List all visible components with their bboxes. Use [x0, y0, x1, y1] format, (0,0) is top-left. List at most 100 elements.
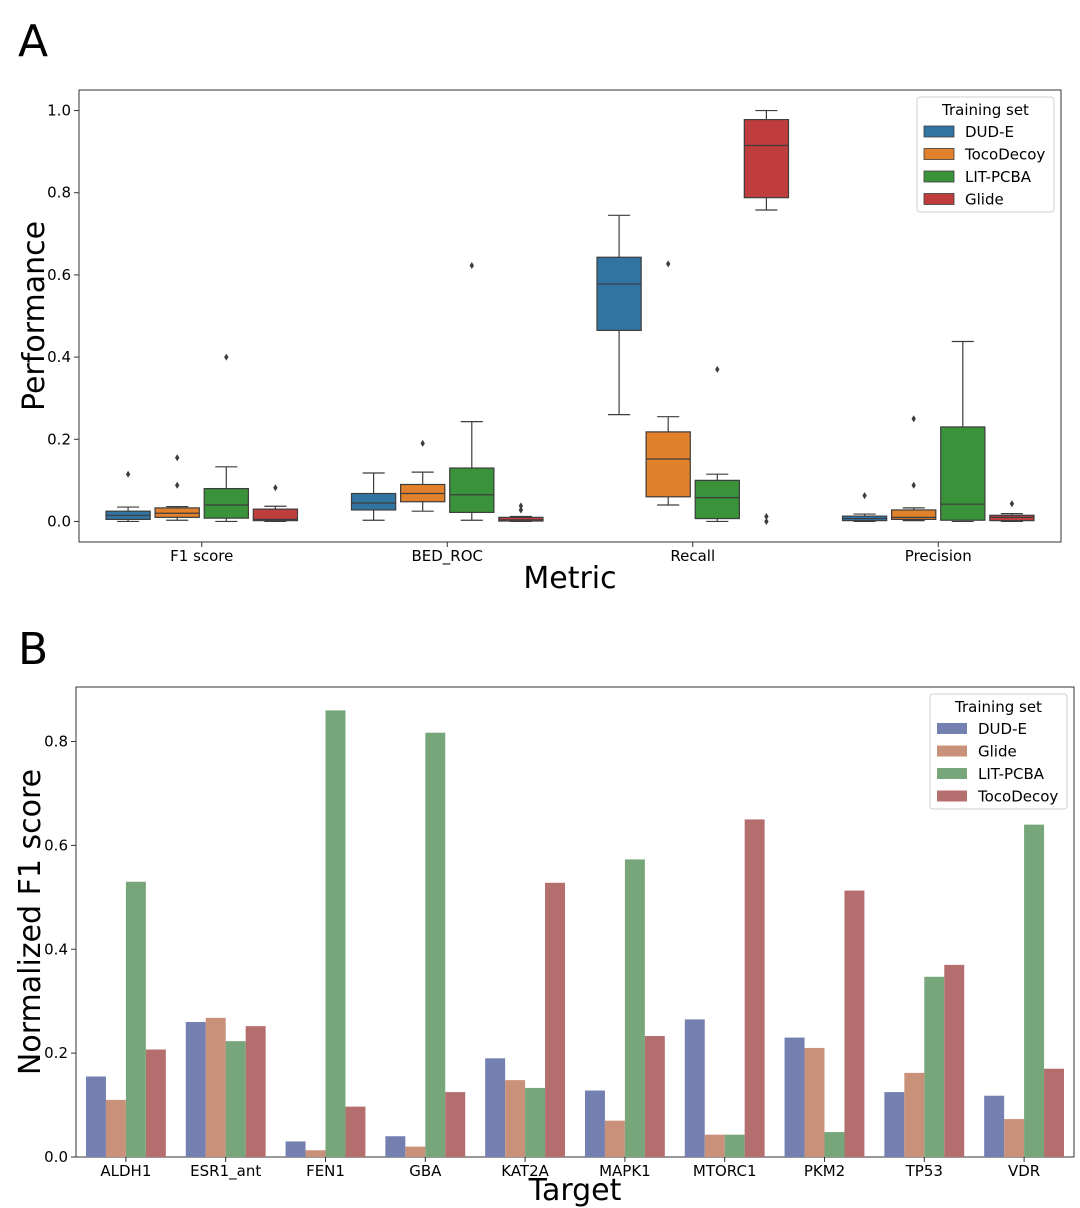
- box-lit-pcba-bed-roc: [449, 261, 495, 521]
- panel-b-x-tick-label: VDR: [1008, 1162, 1040, 1180]
- box-outlier: [862, 492, 867, 500]
- panel-b-x-tick-label: MTORC1: [693, 1162, 757, 1180]
- bar-glide-esr1-ant: [205, 1017, 226, 1157]
- bar-tocodecoy-aldh1: [145, 1049, 166, 1157]
- panel-a-y-tick-label: 0.6: [47, 266, 71, 284]
- panel-b-frame: [75, 686, 1075, 1158]
- panel-a-x-axis-label: Metric: [523, 561, 616, 596]
- bar-glide-gba: [405, 1146, 426, 1157]
- box-iqr: [498, 516, 544, 522]
- bar-tocodecoy-mtorc1: [744, 819, 765, 1157]
- box-lit-pcba-precision: [940, 340, 986, 523]
- bar-lit-pcba-aldh1: [125, 881, 146, 1157]
- legend-title: Training set: [941, 101, 1029, 119]
- panel-b-x-axis-label: Target: [528, 1173, 622, 1208]
- box-outlier: [1009, 500, 1015, 508]
- bar-glide-mtorc1: [704, 1134, 725, 1157]
- legend-swatch: [937, 723, 967, 734]
- box-glide-f1-score: [252, 484, 299, 523]
- box-iqr: [203, 487, 249, 519]
- bar-tocodecoy-mapk1: [644, 1035, 665, 1157]
- panel-a-y-tick-label: 0.0: [47, 512, 71, 530]
- bar-glide-aldh1: [105, 1099, 126, 1157]
- bar-lit-pcba-pkm2: [824, 1132, 845, 1157]
- panel-b-x-tick-label: GBA: [409, 1162, 442, 1180]
- box-iqr: [940, 426, 986, 521]
- panel-a-x-tick-label: BED_ROC: [411, 547, 483, 566]
- bar-glide-pkm2: [804, 1047, 825, 1157]
- panel-b-legend: Training set DUD-E Glide LIT-PCBA TocoDecoy: [929, 693, 1068, 810]
- box-iqr: [743, 118, 790, 199]
- panel-b-x-tick-label: MAPK1: [599, 1162, 651, 1180]
- legend-entry: Glide: [978, 743, 1017, 761]
- legend-entry: DUD-E: [965, 123, 1014, 141]
- bar-lit-pcba-vdr: [1024, 824, 1045, 1157]
- box-outlier: [764, 513, 769, 521]
- bar-glide-fen1: [305, 1150, 326, 1157]
- panel-a-legend: Training set DUD-E TocoDecoy LIT-PCBA Glide: [916, 96, 1055, 213]
- panel-a-frame: [78, 89, 1062, 543]
- bar-tocodecoy-esr1-ant: [245, 1026, 266, 1157]
- box-outlier: [273, 484, 278, 492]
- bar-dud-e-esr1-ant: [185, 1021, 206, 1157]
- box-iqr: [645, 431, 691, 498]
- legend-frame: [929, 693, 1068, 810]
- box-lit-pcba-f1-score: [203, 353, 249, 523]
- panel-b-x-tick-label: PKM2: [804, 1162, 845, 1180]
- panel-b-x-tick-label: ALDH1: [100, 1162, 151, 1180]
- panel-b-y-tick-label: 0.6: [44, 836, 68, 854]
- legend-swatch: [937, 768, 967, 779]
- legend-entry: LIT-PCBA: [978, 765, 1045, 783]
- panel-b-y-tick-label: 0.8: [44, 733, 68, 751]
- bar-tocodecoy-vdr: [1044, 1068, 1065, 1157]
- panel-b-x-tick-label: TP53: [905, 1162, 943, 1180]
- panel-b-label: B: [18, 624, 48, 675]
- bar-dud-e-mapk1: [584, 1090, 605, 1157]
- panel-b-x-tick-label: KAT2A: [501, 1162, 549, 1180]
- panel-b-y-axis-label: Normalized F1 score: [13, 769, 48, 1075]
- panel-b-y-tick-label: 0.2: [44, 1044, 68, 1062]
- panel-a-x-tick-label: Recall: [670, 547, 715, 565]
- legend-entry: TocoDecoy: [964, 146, 1045, 164]
- legend-entry: DUD-E: [978, 720, 1027, 738]
- bar-lit-pcba-esr1-ant: [225, 1041, 246, 1157]
- legend-entry: LIT-PCBA: [965, 168, 1032, 186]
- box-lit-pcba-recall: [694, 365, 740, 523]
- box-iqr: [252, 508, 299, 522]
- panel-b-y-tick-label: 0.4: [44, 940, 68, 958]
- box-iqr: [989, 514, 1035, 522]
- legend-swatch: [923, 193, 955, 205]
- panel-a-y-tick-label: 0.2: [47, 430, 71, 448]
- box-glide-bed-roc: [498, 502, 544, 523]
- legend-swatch: [923, 148, 955, 160]
- legend-swatch: [923, 170, 955, 183]
- bar-lit-pcba-mtorc1: [724, 1134, 745, 1157]
- bar-dud-e-mtorc1: [684, 1019, 705, 1157]
- bar-lit-pcba-gba: [425, 732, 446, 1157]
- box-outlier: [666, 260, 671, 268]
- bar-tocodecoy-tp53: [944, 964, 965, 1157]
- box-outlier: [911, 415, 916, 423]
- bar-glide-vdr: [1004, 1119, 1025, 1157]
- legend-swatch: [923, 125, 955, 138]
- box-outlier: [911, 481, 916, 489]
- box-dud-e-recall: [596, 214, 642, 416]
- legend-title: Training set: [954, 698, 1042, 716]
- box-outlier: [420, 439, 425, 447]
- box-outlier: [175, 454, 180, 462]
- bar-glide-mapk1: [604, 1120, 625, 1157]
- bar-dud-e-vdr: [984, 1095, 1005, 1157]
- bar-tocodecoy-pkm2: [844, 890, 865, 1157]
- box-iqr: [449, 467, 495, 514]
- panel-a-y-axis-label: Performance: [17, 221, 52, 411]
- bar-tocodecoy-kat2a: [545, 882, 566, 1157]
- box-outlier: [175, 481, 180, 489]
- box-iqr: [694, 479, 740, 520]
- box-iqr: [350, 492, 397, 511]
- box-dud-e-bed-roc: [350, 472, 397, 521]
- bar-lit-pcba-mapk1: [624, 859, 645, 1157]
- box-outlier: [125, 470, 131, 478]
- bar-tocodecoy-gba: [445, 1092, 466, 1157]
- bar-dud-e-aldh1: [85, 1076, 106, 1157]
